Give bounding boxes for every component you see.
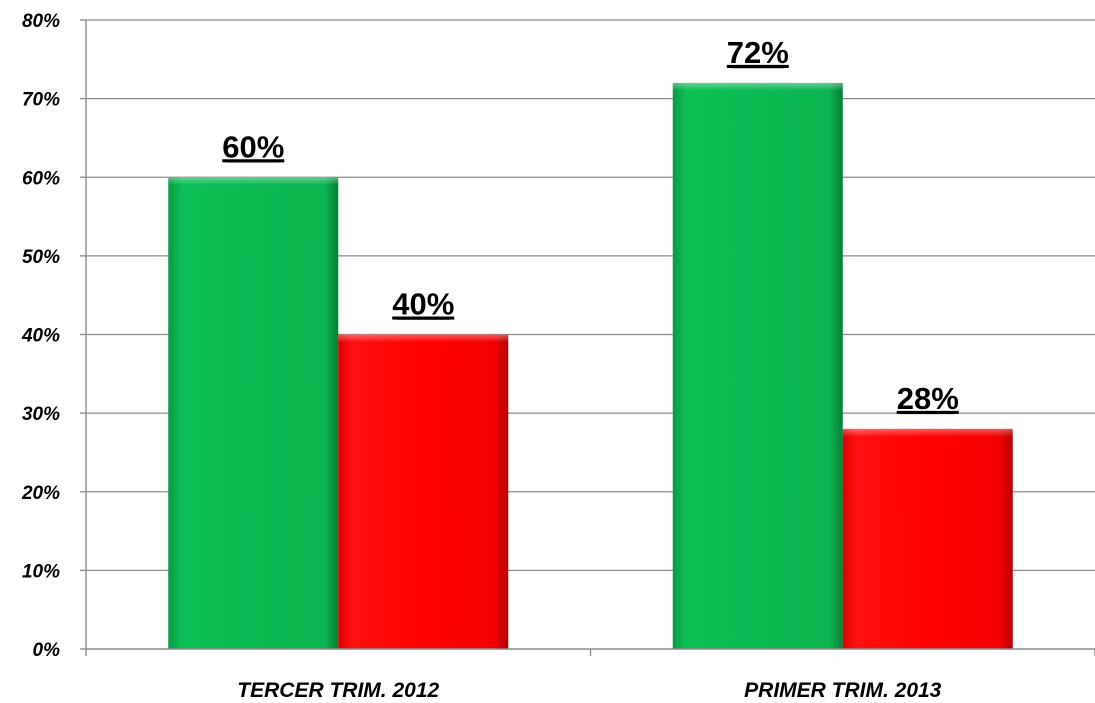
bar-green-1 xyxy=(168,177,339,649)
bar-sheen xyxy=(338,334,509,343)
labels: 0% 10% 20% 30% 40% 50% 60% 70% 80% 60% 40% TERCER T… xyxy=(21,11,959,702)
bar-sheen xyxy=(842,428,1013,437)
x-category-label: PRIMER TRIM. 2013 xyxy=(744,679,942,702)
bar-sheen xyxy=(168,177,339,186)
y-tick-label: 50% xyxy=(22,247,60,268)
y-tick-label: 30% xyxy=(22,404,60,425)
y-tick-label: 40% xyxy=(21,326,60,347)
data-label-red-1: 40% xyxy=(392,287,454,322)
y-tick-label: 80% xyxy=(22,11,60,32)
bar-red-1 xyxy=(338,334,509,649)
bar-red-2 xyxy=(842,428,1013,649)
y-tick-label: 70% xyxy=(22,90,60,111)
y-tick-label: 0% xyxy=(33,640,61,661)
data-label-green-2: 72% xyxy=(727,35,789,70)
data-label-red-2: 28% xyxy=(897,381,959,416)
y-tick-label: 10% xyxy=(22,561,60,582)
bar-green-2 xyxy=(672,82,843,649)
axes xyxy=(80,19,1095,656)
data-label-green-1: 60% xyxy=(222,129,284,164)
x-category-label: TERCER TRIM. 2012 xyxy=(237,679,439,702)
bars xyxy=(168,82,1013,649)
y-tick-label: 20% xyxy=(21,483,60,504)
y-tick-label: 60% xyxy=(22,168,60,189)
bar-sheen xyxy=(672,82,843,91)
